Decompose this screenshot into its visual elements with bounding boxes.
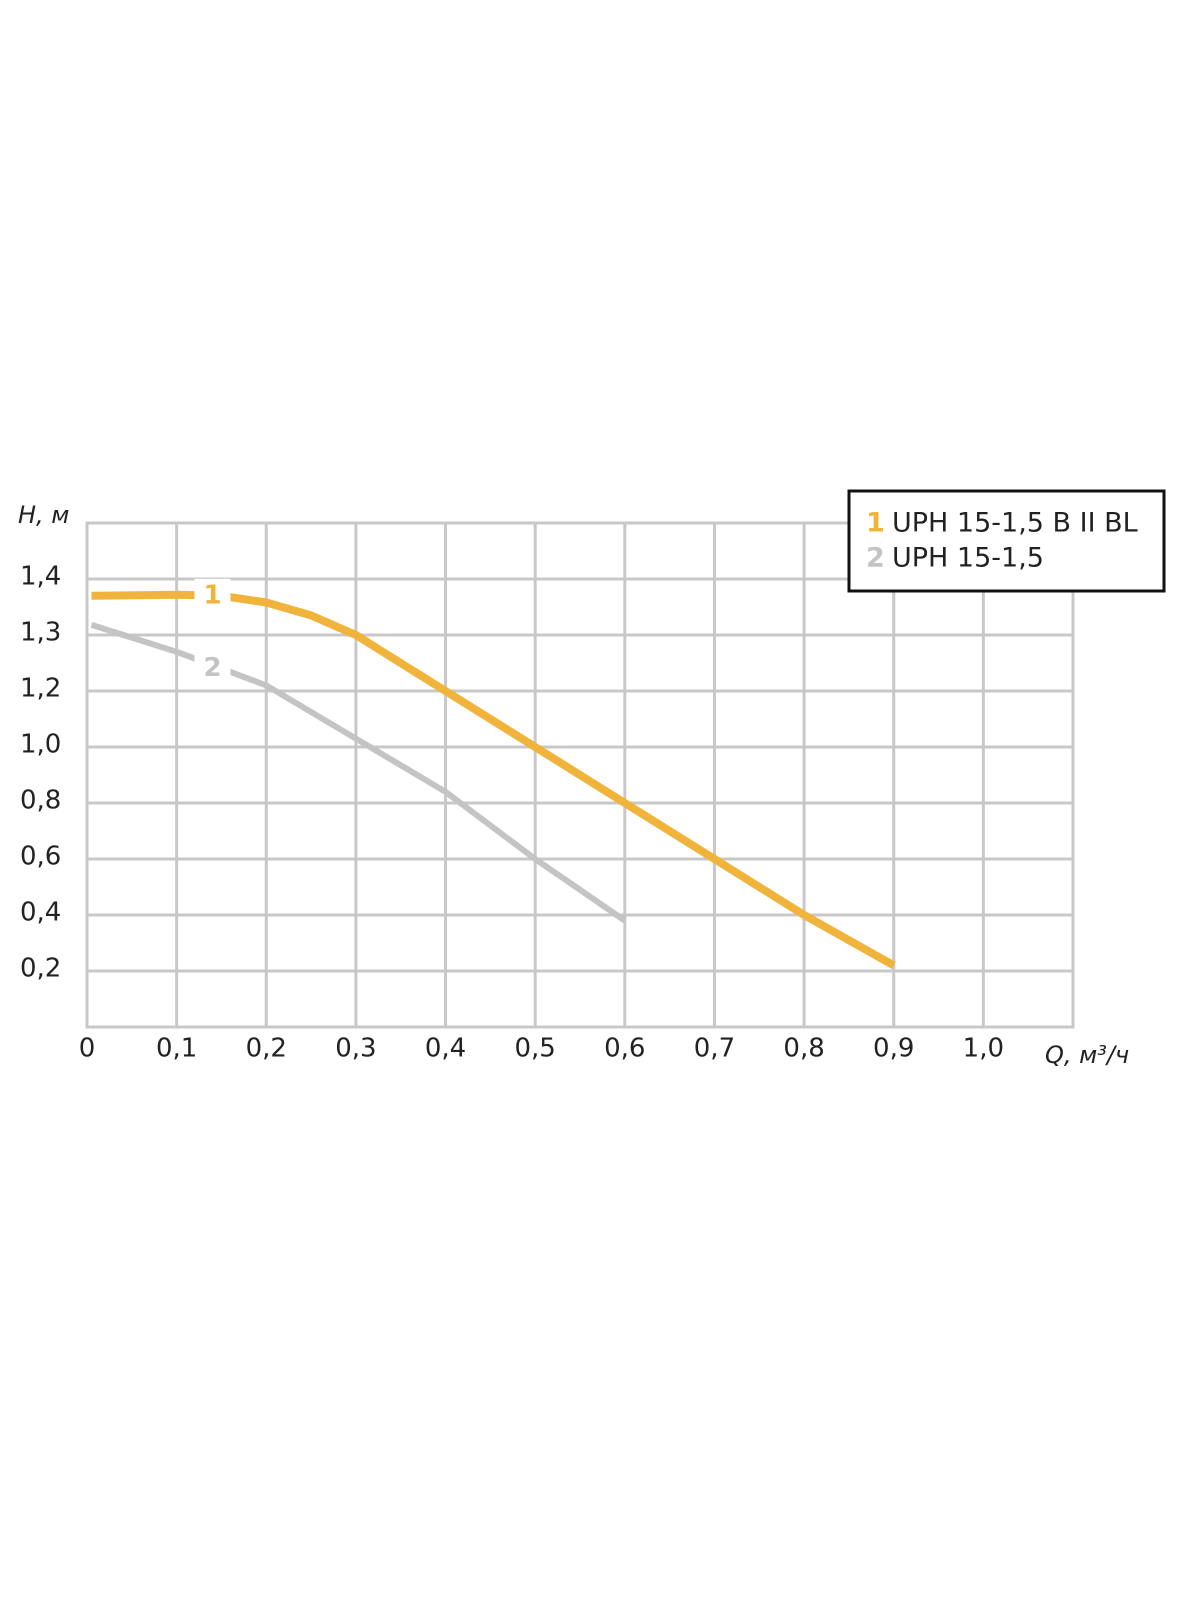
x-tick-label: 0,4 [425, 1034, 466, 1064]
curve-label-bg [194, 651, 231, 686]
series-line [90, 622, 627, 924]
y-tick-label: 0,4 [20, 898, 61, 928]
y-tick-label: 0,2 [20, 954, 61, 984]
curve-label: 1 [203, 580, 221, 610]
y-tick-label: 1,0 [20, 730, 61, 760]
x-tick-label: 0,8 [783, 1034, 824, 1064]
y-axis-title: H, м [18, 501, 69, 529]
x-tick-label: 0,3 [335, 1034, 376, 1064]
legend: 1 UPH 15-1,5 B II BL2 UPH 15-1,5 [847, 489, 1166, 593]
legend-label: UPH 15-1,5 B II BL [892, 508, 1138, 539]
x-tick-label: 1,0 [963, 1034, 1004, 1064]
x-tick-label: 0 [79, 1034, 96, 1064]
curve-label-bg [194, 578, 231, 613]
x-tick-label: 0,5 [515, 1034, 556, 1064]
y-tick-label: 0,8 [20, 786, 61, 816]
x-axis-title: Q, м³/ч [1045, 1041, 1129, 1069]
legend-number: 2 [866, 543, 885, 574]
x-tick-label: 0,6 [604, 1034, 645, 1064]
x-tick-label: 0,1 [156, 1034, 197, 1064]
legend-number: 1 [866, 508, 885, 539]
legend-label: UPH 15-1,5 [892, 543, 1044, 574]
curve-label: 2 [203, 653, 221, 683]
x-tick-label: 0,9 [873, 1034, 914, 1064]
y-tick-label: 0,6 [20, 842, 61, 872]
x-tick-label: 0,7 [694, 1034, 735, 1064]
x-tick-label: 0,2 [246, 1034, 287, 1064]
y-tick-label: 1,4 [20, 562, 61, 592]
y-tick-label: 1,2 [20, 674, 61, 704]
y-tick-label: 1,3 [20, 618, 61, 648]
series-line [91, 590, 896, 969]
legend-box [847, 489, 1166, 593]
